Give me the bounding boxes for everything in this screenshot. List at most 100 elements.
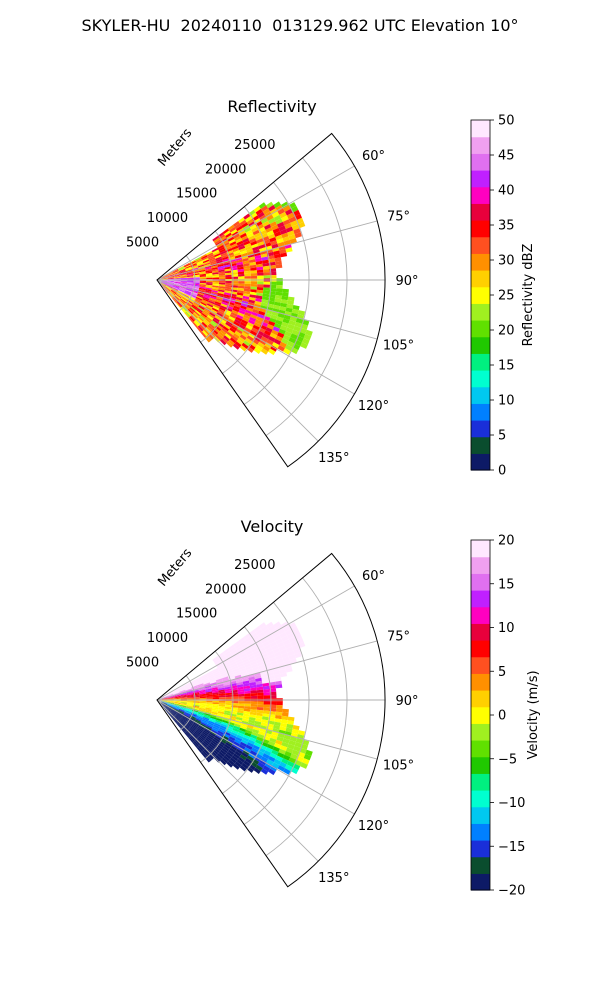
field-cell [251, 311, 259, 317]
field-cell [244, 283, 251, 287]
field-cell [174, 695, 181, 698]
field-cell [277, 313, 285, 319]
field-cell [177, 710, 184, 715]
field-cell [263, 275, 271, 279]
field-cell [180, 697, 187, 699]
field-cell [174, 698, 181, 700]
field-cell [176, 713, 182, 718]
field-cell [303, 334, 312, 341]
field-cell [272, 211, 280, 218]
field-cell [213, 657, 220, 663]
field-cell [193, 732, 200, 738]
field-cell [197, 317, 203, 324]
field-cell [167, 703, 174, 706]
field-cell [160, 702, 166, 707]
field-cell [268, 320, 276, 327]
field-cell [293, 325, 301, 332]
field-cell [165, 707, 171, 712]
field-cell [187, 696, 194, 698]
field-cell [246, 322, 254, 328]
field-cell [257, 733, 265, 739]
field-cell [167, 276, 175, 279]
colorbar-segment [471, 740, 490, 758]
field-cell [215, 754, 222, 761]
field-cell [211, 247, 219, 253]
field-cell [166, 692, 173, 696]
field-cell [285, 226, 294, 233]
field-cell [268, 217, 276, 224]
field-cell [228, 658, 236, 664]
field-cell [250, 706, 258, 710]
field-cell [199, 271, 206, 274]
field-cell [204, 686, 212, 690]
field-cell [246, 251, 254, 256]
field-cell [209, 258, 216, 263]
field-cell [217, 664, 224, 670]
field-cell [206, 280, 213, 283]
field-cell [234, 330, 242, 337]
field-cell [167, 694, 174, 697]
field-cell [237, 705, 245, 709]
colorbar-segment [471, 436, 490, 454]
field-cell [280, 745, 288, 751]
field-cell [208, 733, 215, 739]
field-cell [168, 292, 174, 298]
field-cell [227, 329, 235, 336]
field-cell [180, 277, 187, 279]
field-cell [255, 319, 263, 325]
field-cell [179, 708, 186, 712]
field-cell [266, 650, 274, 656]
field-cell [225, 281, 232, 284]
field-cell [235, 316, 243, 322]
field-cell [241, 222, 249, 228]
field-cell [276, 701, 283, 706]
field-cell [258, 664, 266, 670]
field-cell [159, 703, 165, 709]
field-cell [173, 272, 180, 275]
field-cell [199, 276, 207, 279]
field-cell [192, 723, 199, 728]
field-cell [276, 316, 284, 322]
field-cell [305, 749, 313, 757]
field-cell [177, 711, 184, 715]
field-cell [188, 308, 195, 314]
field-cell [171, 289, 177, 294]
field-cell [243, 633, 251, 640]
field-cell [236, 734, 244, 740]
field-cell [194, 256, 202, 261]
field-cell [292, 305, 300, 311]
field-cell [176, 712, 183, 717]
field-cell [167, 283, 174, 286]
field-cell [265, 647, 273, 653]
field-cell [245, 757, 253, 764]
field-cell [275, 684, 283, 689]
field-cell [243, 265, 251, 269]
field-cell [180, 697, 188, 699]
field-cell [208, 677, 216, 681]
field-cell [234, 721, 242, 726]
field-cell [270, 240, 278, 246]
field-cell [246, 727, 253, 732]
field-cell [252, 246, 260, 251]
field-cell [170, 290, 177, 295]
field-cell [167, 273, 174, 277]
field-cell [245, 744, 253, 751]
field-cell [219, 305, 227, 310]
field-cell [180, 696, 187, 698]
radial-tick-label: 5000 [126, 236, 159, 251]
field-cell [293, 648, 301, 655]
field-cell [199, 692, 206, 695]
field-cell [210, 741, 217, 748]
field-cell [207, 315, 214, 321]
field-cell [167, 282, 174, 284]
reflectivity-title: Reflectivity [227, 97, 316, 116]
field-cell [167, 696, 174, 698]
field-cell [242, 295, 250, 300]
field-cell [243, 734, 251, 740]
field-cell [243, 711, 251, 715]
field-cell [253, 347, 261, 354]
field-cell [233, 321, 240, 327]
field-cell [238, 665, 246, 671]
field-cell [246, 724, 254, 729]
field-cell [192, 303, 199, 308]
